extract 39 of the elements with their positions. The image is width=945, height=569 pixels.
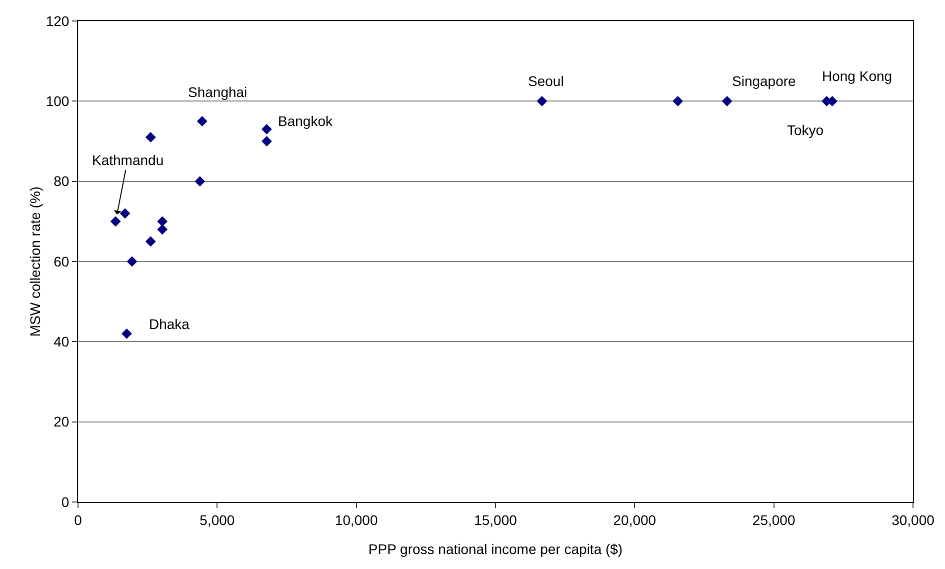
point: [536, 96, 548, 106]
y-axis-title: MSW collection rate (%): [27, 186, 43, 337]
annotation: Shanghai: [188, 84, 248, 100]
point: [145, 132, 156, 142]
point: [157, 224, 168, 235]
y-tick-label: 20: [54, 414, 70, 430]
y-tick-label: 0: [61, 494, 70, 510]
y-tick-label: 100: [46, 93, 70, 110]
point: [145, 236, 156, 247]
x-tick-label: 10,000: [334, 512, 378, 528]
annotation: Dhaka: [149, 316, 190, 332]
point: [672, 96, 684, 106]
x-tick-label: 0: [74, 512, 82, 528]
annotation: Tokyo: [787, 122, 824, 138]
x-axis-title: PPP gross national income per capita ($): [368, 541, 623, 557]
annotation: Singapore: [732, 73, 796, 89]
annotation: Seoul: [528, 73, 564, 89]
point: [722, 96, 732, 106]
x-tick-label: 20,000: [613, 512, 656, 528]
y-tick-label: 60: [54, 253, 70, 270]
point: [157, 216, 168, 227]
point: [262, 136, 272, 146]
x-tick-label: 15,000: [474, 512, 518, 528]
y-tick-label: 120: [46, 12, 70, 29]
point: [196, 116, 208, 126]
point: [122, 328, 132, 339]
point: [194, 176, 206, 187]
point: [120, 208, 130, 219]
annotation: Hong Kong: [822, 68, 892, 84]
annotation: Kathmandu: [92, 152, 164, 168]
point: [262, 124, 272, 134]
y-tick-label: 80: [54, 173, 70, 190]
annotation: Bangkok: [278, 113, 334, 129]
x-tick-label: 25,000: [752, 512, 796, 528]
point: [126, 256, 138, 267]
x-tick-label: 5,000: [200, 512, 235, 528]
y-tick-label: 40: [54, 334, 70, 350]
x-tick-label: 30,000: [892, 512, 935, 528]
point: [110, 216, 121, 227]
